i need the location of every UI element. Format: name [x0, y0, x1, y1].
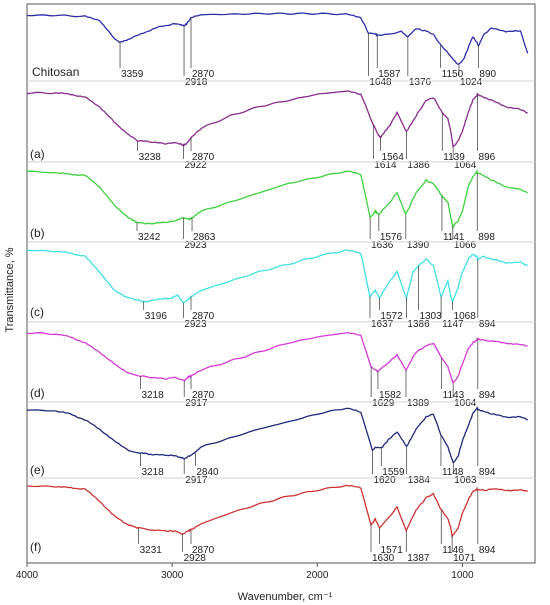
spectrum-line	[26, 12, 529, 65]
peak-label: 1390	[407, 240, 430, 251]
series-label: (d)	[30, 386, 45, 400]
y-axis-title: Transmittance, %	[4, 247, 16, 332]
peak-label: 2917	[185, 398, 208, 409]
peak-label: 1376	[409, 77, 432, 88]
peak-label: 2918	[185, 77, 208, 88]
spectrum-line	[26, 168, 528, 230]
series-label: Chitosan	[32, 65, 79, 79]
peak-label: 894	[479, 467, 496, 478]
peak-label: 2870	[192, 311, 215, 322]
spectrum-line	[26, 332, 528, 385]
peak-label: 1576	[380, 232, 403, 243]
peak-label: 1064	[454, 398, 477, 409]
peak-label: 1147	[442, 319, 464, 330]
peak-label: 3359	[121, 69, 144, 80]
peak-label: 1146	[442, 545, 464, 556]
peak-label: 1637	[371, 319, 394, 330]
peak-label: 1141	[443, 232, 465, 243]
plot-frame	[26, 3, 536, 564]
peak-label: 2917	[185, 475, 208, 486]
peak-label: 1614	[374, 160, 397, 171]
peak-label: 2923	[184, 240, 207, 251]
peak-label: 1648	[369, 77, 392, 88]
spectrum-c: 319629232870163715721386130311471068894(…	[26, 241, 535, 330]
peak-label: 1139	[443, 152, 465, 163]
peak-label: 1389	[407, 398, 430, 409]
peak-label: 3242	[138, 232, 161, 243]
peak-label: 3218	[142, 467, 165, 478]
spectrum-line	[26, 249, 529, 304]
peak-label: 2870	[192, 390, 215, 401]
peak-label: 2863	[193, 232, 216, 243]
peak-label: 1620	[373, 475, 396, 486]
peak-label: 3238	[139, 152, 162, 163]
peak-label: 1303	[419, 311, 442, 322]
peak-label: 2870	[192, 69, 215, 80]
peak-label: 894	[479, 390, 496, 401]
peak-label: 3231	[140, 545, 163, 556]
peak-label: 3218	[142, 390, 165, 401]
x-tick-label: 3000	[161, 570, 184, 581]
peak-label: 1630	[372, 553, 395, 564]
spectrum-line	[26, 406, 528, 464]
spectrum-line	[26, 484, 528, 539]
series-label: (e)	[30, 463, 45, 477]
peak-label: 1636	[371, 240, 394, 251]
series-label: (c)	[30, 305, 44, 319]
x-tick-label: 1000	[451, 570, 474, 581]
series-layer: 33592918287016481587137611501024890Chito…	[26, 12, 535, 564]
peak-label: 1143	[443, 390, 465, 401]
peak-label: 1387	[407, 553, 430, 564]
peak-label: 1564	[382, 152, 405, 163]
peak-label: 2870	[192, 545, 215, 556]
series-label: (b)	[30, 226, 45, 240]
x-axis: 4000 3000 2000 1000	[16, 563, 474, 581]
series-label: (f)	[30, 540, 41, 554]
x-axis-title: Wavenumber, cm⁻¹	[238, 591, 333, 603]
peak-label: 1068	[454, 311, 477, 322]
peak-label: 890	[479, 69, 496, 80]
peak-label: 2840	[196, 467, 219, 478]
peak-label: 1386	[407, 319, 430, 330]
peak-label: 2870	[192, 152, 215, 163]
peak-label: 1384	[408, 475, 431, 486]
spectrum-line	[26, 90, 528, 148]
peak-label: 894	[479, 545, 496, 556]
peak-label: 2923	[184, 319, 207, 330]
peak-label: 1071	[453, 553, 476, 564]
x-tick-label: 4000	[16, 570, 39, 581]
series-label: (a)	[30, 147, 45, 161]
peak-label: 2922	[184, 160, 207, 171]
peak-label: 894	[479, 319, 496, 330]
x-tick-label: 2000	[306, 570, 329, 581]
peak-label: 2928	[184, 553, 207, 564]
peak-label: 1063	[454, 475, 477, 486]
peak-label: 898	[478, 232, 495, 243]
peak-label: 1024	[460, 77, 483, 88]
peak-label: 1148	[442, 467, 464, 478]
peak-label: 1629	[372, 398, 395, 409]
peak-label: 1386	[407, 160, 430, 171]
peak-label: 1559	[382, 467, 405, 478]
peak-label: 1064	[454, 160, 477, 171]
peak-label: 1572	[380, 311, 403, 322]
peak-label: 1066	[454, 240, 477, 251]
peak-label: 1571	[381, 545, 404, 556]
peak-label: 1150	[442, 69, 464, 80]
peak-label: 1582	[379, 390, 402, 401]
peak-label: 896	[479, 152, 496, 163]
plot-border	[26, 3, 536, 564]
peak-label: 1587	[378, 69, 401, 80]
peak-label: 3196	[145, 311, 168, 322]
